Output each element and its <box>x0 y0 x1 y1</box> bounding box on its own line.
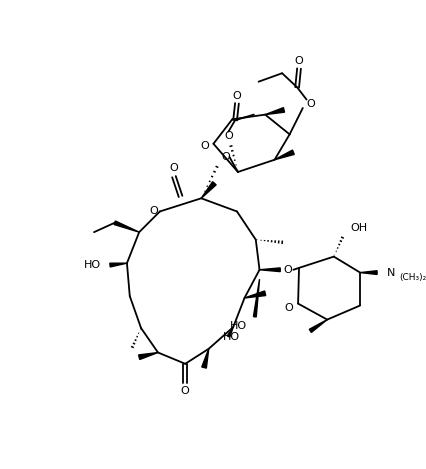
Text: O: O <box>295 56 303 66</box>
Text: O: O <box>224 131 233 141</box>
Text: O: O <box>149 206 158 217</box>
Polygon shape <box>253 279 259 317</box>
Text: (CH₃)₂: (CH₃)₂ <box>400 273 426 282</box>
Polygon shape <box>245 291 266 298</box>
Polygon shape <box>265 107 285 114</box>
Text: N: N <box>386 268 395 278</box>
Text: O: O <box>221 152 230 162</box>
Text: HO: HO <box>83 260 101 270</box>
Text: O: O <box>201 141 209 151</box>
Text: O: O <box>170 163 178 173</box>
Text: O: O <box>306 99 315 109</box>
Polygon shape <box>259 268 280 272</box>
Polygon shape <box>309 319 327 333</box>
Polygon shape <box>201 182 216 198</box>
Polygon shape <box>114 221 139 232</box>
Polygon shape <box>138 353 158 360</box>
Text: OH: OH <box>351 223 368 234</box>
Polygon shape <box>227 327 233 337</box>
Text: HO: HO <box>230 321 248 331</box>
Polygon shape <box>110 263 127 267</box>
Text: HO: HO <box>223 332 240 341</box>
Text: O: O <box>233 91 242 101</box>
Text: O: O <box>181 386 190 396</box>
Polygon shape <box>275 150 294 160</box>
Polygon shape <box>360 271 377 274</box>
Text: O: O <box>284 303 293 313</box>
Text: O: O <box>283 265 292 275</box>
Polygon shape <box>202 349 209 368</box>
